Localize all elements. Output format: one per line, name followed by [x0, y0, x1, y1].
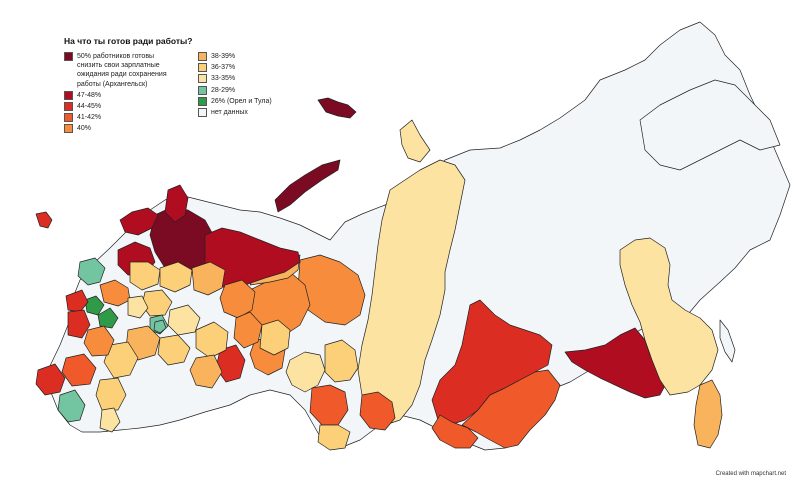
legend-label: 28-29% [211, 86, 236, 94]
legend-label: 47-48% [77, 91, 102, 99]
legend-item: 41-42% [64, 113, 188, 123]
legend-swatch [64, 52, 73, 61]
legend-swatch [64, 113, 73, 123]
region-zabaykalsky [461, 369, 561, 449]
legend-swatch [64, 90, 73, 100]
legend-swatch [198, 74, 207, 84]
region-kostroma [159, 261, 193, 293]
region-yaroslavl [129, 261, 161, 291]
legend-item: 33-35% [198, 74, 272, 84]
map-title: На что ты готов ради работы? [64, 36, 193, 46]
legend-item: 26% (Орел и Тула) [198, 96, 272, 106]
legend-label: нет данных [211, 109, 248, 117]
region-leningrad [77, 257, 106, 286]
region-krasnodar [35, 363, 66, 396]
legend-item: нет данных [198, 108, 272, 118]
legend-column-left: 50% работников готовы снизить свои зарпл… [64, 52, 188, 134]
region-novaya-zemlya [274, 159, 341, 213]
region-franz-josef [317, 97, 357, 119]
region-kemerovo [324, 339, 359, 383]
legend-swatch [64, 102, 73, 112]
region-chukotka-no-data [639, 79, 781, 171]
region-buryatia [431, 414, 479, 449]
legend-label: 26% (Орел и Тула) [211, 97, 272, 105]
legend-item: 40% [64, 124, 188, 134]
region-orenburg [189, 354, 223, 389]
region-altai-republic [317, 424, 351, 451]
region-khabarovsk [619, 237, 719, 396]
region-taimyr-tip [399, 119, 431, 163]
region-voronezh [83, 325, 115, 357]
region-murmansk [119, 207, 159, 236]
region-altai-krai [309, 384, 349, 426]
region-kaliningrad [35, 211, 53, 229]
credit-text: Created with mapchart.net [715, 471, 786, 477]
region-rostov [61, 353, 97, 387]
region-tyva [359, 391, 396, 431]
legend-swatch [198, 63, 207, 73]
region-novosibirsk [285, 351, 326, 393]
legend-label: 36-37% [211, 64, 236, 72]
region-oryol [84, 295, 105, 316]
legend-column-right: 38-39% 36-37% 33-35% 28-29% 26% (Орел и … [198, 52, 272, 134]
region-kursk [67, 309, 91, 339]
legend-label: 40% [77, 125, 92, 133]
region-kirov [191, 261, 226, 296]
legend-item: 50% работников готовы снизить свои зарпл… [64, 52, 188, 89]
region-volgograd [103, 341, 139, 379]
legend-swatch [198, 85, 207, 95]
region-smolensk [65, 289, 89, 313]
legend-swatch [64, 124, 73, 134]
region-moscow-city [153, 319, 167, 334]
legend-label: 41-42% [77, 114, 102, 122]
region-ivanovo [127, 295, 149, 319]
region-bashkortostan [195, 321, 229, 359]
legend-item: 44-45% [64, 102, 188, 112]
region-karelia [164, 184, 189, 223]
region-sakhalin [719, 319, 736, 363]
legend: На что ты готов ради работы? 50% работни… [64, 36, 364, 134]
legend-item: 38-39% [198, 52, 272, 61]
legend-swatch [198, 108, 207, 118]
legend-label: 38-39% [211, 53, 236, 60]
region-primorye [693, 379, 723, 449]
region-stavropol [57, 389, 86, 423]
region-astrakhan [95, 377, 127, 411]
legend-item: 28-29% [198, 85, 272, 95]
region-tyumen [259, 319, 291, 356]
legend-label: 33-35% [211, 75, 236, 83]
legend-swatch [198, 96, 207, 106]
region-samara [157, 334, 191, 366]
region-krasnoyarsk [357, 159, 466, 426]
region-sverdlovsk [233, 311, 263, 349]
region-tatarstan [167, 304, 201, 336]
legend-label: 44-45% [77, 103, 102, 111]
legend-swatch [198, 52, 207, 61]
legend-columns: 50% работников готовы снизить свои зарпл… [64, 52, 364, 134]
legend-label: 50% работников готовы снизить свои зарпл… [77, 53, 167, 88]
region-dagestan [99, 407, 121, 433]
legend-item: 36-37% [198, 63, 272, 73]
legend-item: 47-48% [64, 90, 188, 100]
region-tula [97, 307, 119, 329]
